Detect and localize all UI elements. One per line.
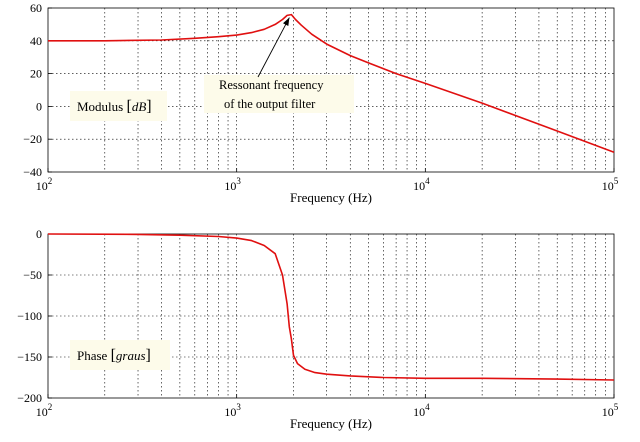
modulus-label: Modulus [dB] bbox=[77, 98, 152, 115]
magnitude-x-tick-label: 105 bbox=[602, 176, 619, 193]
magnitude-y-ticks: 60 40 20 0 −20 −40 bbox=[23, 1, 52, 179]
magnitude-x-tick-label: 104 bbox=[413, 176, 430, 193]
phase-panel: 0 −50 −100 −150 −200 102 103 104 105 Phase [gra… bbox=[17, 227, 619, 431]
annotation-bg bbox=[204, 75, 354, 113]
annotation-arrow bbox=[257, 17, 290, 78]
phase-x-tick-label: 105 bbox=[602, 402, 619, 419]
magnitude-frame bbox=[47, 7, 615, 173]
magnitude-y-tick-label: 0 bbox=[36, 99, 42, 113]
resonance-annotation: Ressonant frequency of the output filter bbox=[204, 17, 354, 113]
phase-x-axis-label: Frequency (Hz) bbox=[290, 416, 372, 431]
magnitude-x-ticks: 102 103 104 105 bbox=[36, 168, 619, 193]
phase-x-tick-label: 104 bbox=[413, 402, 430, 419]
phase-y-tick-label: −50 bbox=[23, 268, 42, 282]
phase-x-ticks: 102 103 104 105 bbox=[36, 394, 619, 419]
phase-label-box: Phase [graus] bbox=[70, 340, 170, 370]
magnitude-y-tick-label: 40 bbox=[30, 34, 42, 48]
phase-grid bbox=[48, 234, 614, 398]
phase-curve bbox=[47, 233, 615, 381]
magnitude-y-tick-label: 60 bbox=[30, 1, 42, 15]
magnitude-grid bbox=[48, 8, 614, 172]
annotation-line-1: Ressonant frequency bbox=[219, 78, 324, 92]
phase-y-tick-label: −100 bbox=[17, 309, 42, 323]
annotation-arrowhead bbox=[282, 17, 290, 27]
phase-label: Phase [graus] bbox=[77, 347, 151, 364]
modulus-label-box: Modulus [dB] bbox=[70, 91, 167, 121]
phase-label-bg bbox=[70, 340, 170, 370]
modulus-label-bg bbox=[70, 91, 167, 121]
phase-y-tick-label: −200 bbox=[17, 391, 42, 405]
magnitude-curve bbox=[48, 13, 615, 154]
phase-y-ticks: 0 −50 −100 −150 −200 bbox=[17, 227, 52, 405]
phase-y-tick-label: 0 bbox=[36, 227, 42, 241]
annotation-line-2: of the output filter bbox=[224, 97, 316, 111]
magnitude-y-tick-label: −40 bbox=[23, 165, 42, 179]
magnitude-x-tick-label: 103 bbox=[224, 176, 241, 193]
phase-x-tick-label: 103 bbox=[224, 402, 241, 419]
magnitude-x-axis-label: Frequency (Hz) bbox=[290, 190, 372, 205]
magnitude-y-tick-label: −20 bbox=[23, 132, 42, 146]
phase-y-tick-label: −150 bbox=[17, 350, 42, 364]
magnitude-x-tick-label: 102 bbox=[36, 176, 53, 193]
magnitude-y-tick-label: 20 bbox=[30, 67, 42, 81]
phase-x-tick-label: 102 bbox=[36, 402, 53, 419]
